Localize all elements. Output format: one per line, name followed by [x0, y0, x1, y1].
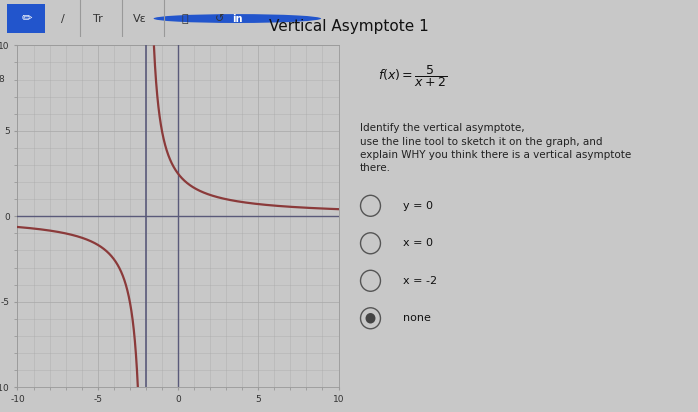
FancyBboxPatch shape [7, 4, 45, 33]
Text: $f(x) = \dfrac{5}{x+2}$: $f(x) = \dfrac{5}{x+2}$ [378, 63, 447, 89]
Text: Vε: Vε [133, 14, 147, 23]
Text: x = 0: x = 0 [403, 238, 433, 248]
Text: 🖌: 🖌 [181, 14, 188, 23]
Text: in: in [232, 14, 243, 23]
Circle shape [366, 313, 376, 323]
Text: /: / [61, 14, 65, 23]
Text: Tr: Tr [93, 14, 103, 23]
Text: y = 0: y = 0 [403, 201, 433, 211]
Circle shape [154, 14, 321, 23]
Text: none: none [403, 313, 431, 323]
Text: x = -2: x = -2 [403, 276, 437, 286]
Text: ↺: ↺ [215, 14, 225, 23]
Text: Identify the vertical asymptote,
use the line tool to sketch it on the graph, an: Identify the vertical asymptote, use the… [360, 123, 631, 173]
Text: ✏: ✏ [21, 12, 32, 25]
Text: 8: 8 [0, 75, 5, 84]
Text: Vertical Asymptote 1: Vertical Asymptote 1 [269, 19, 429, 33]
